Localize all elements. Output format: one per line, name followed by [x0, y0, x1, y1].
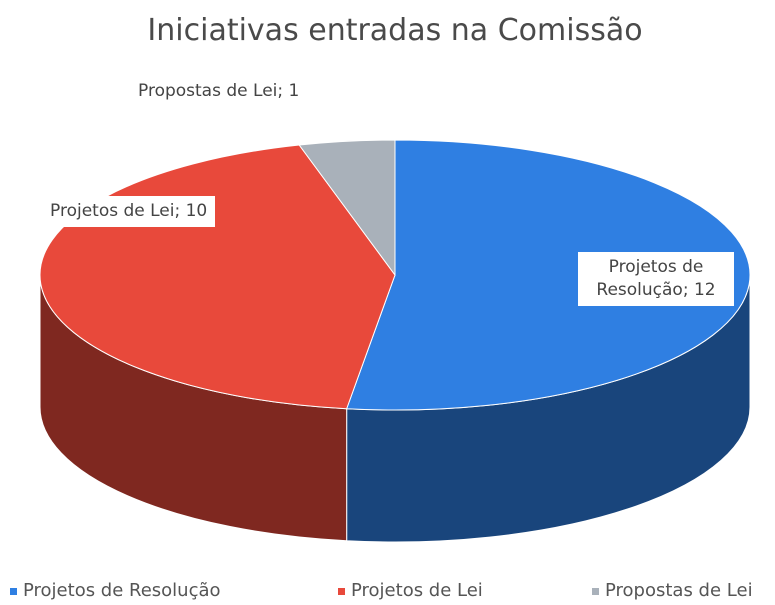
data-label: Propostas de Lei; 1 [130, 76, 308, 107]
legend-item: Propostas de Lei [592, 580, 753, 601]
chart-title: Iniciativas entradas na Comissão [147, 13, 642, 48]
legend-label: Projetos de Resolução [23, 580, 221, 601]
legend-label: Propostas de Lei [605, 580, 753, 601]
legend-item: Projetos de Resolução [10, 580, 221, 601]
data-label: Projetos de Lei; 10 [42, 196, 216, 227]
legend-marker [592, 587, 599, 595]
legend-label: Projetos de Lei [351, 580, 483, 601]
legend-item: Projetos de Lei [338, 580, 483, 601]
slice [345, 139, 751, 411]
data-label: Projetos de Resolução; 12 [578, 252, 734, 306]
slice [298, 139, 396, 277]
legend-marker [338, 587, 345, 595]
legend-marker [10, 587, 17, 595]
